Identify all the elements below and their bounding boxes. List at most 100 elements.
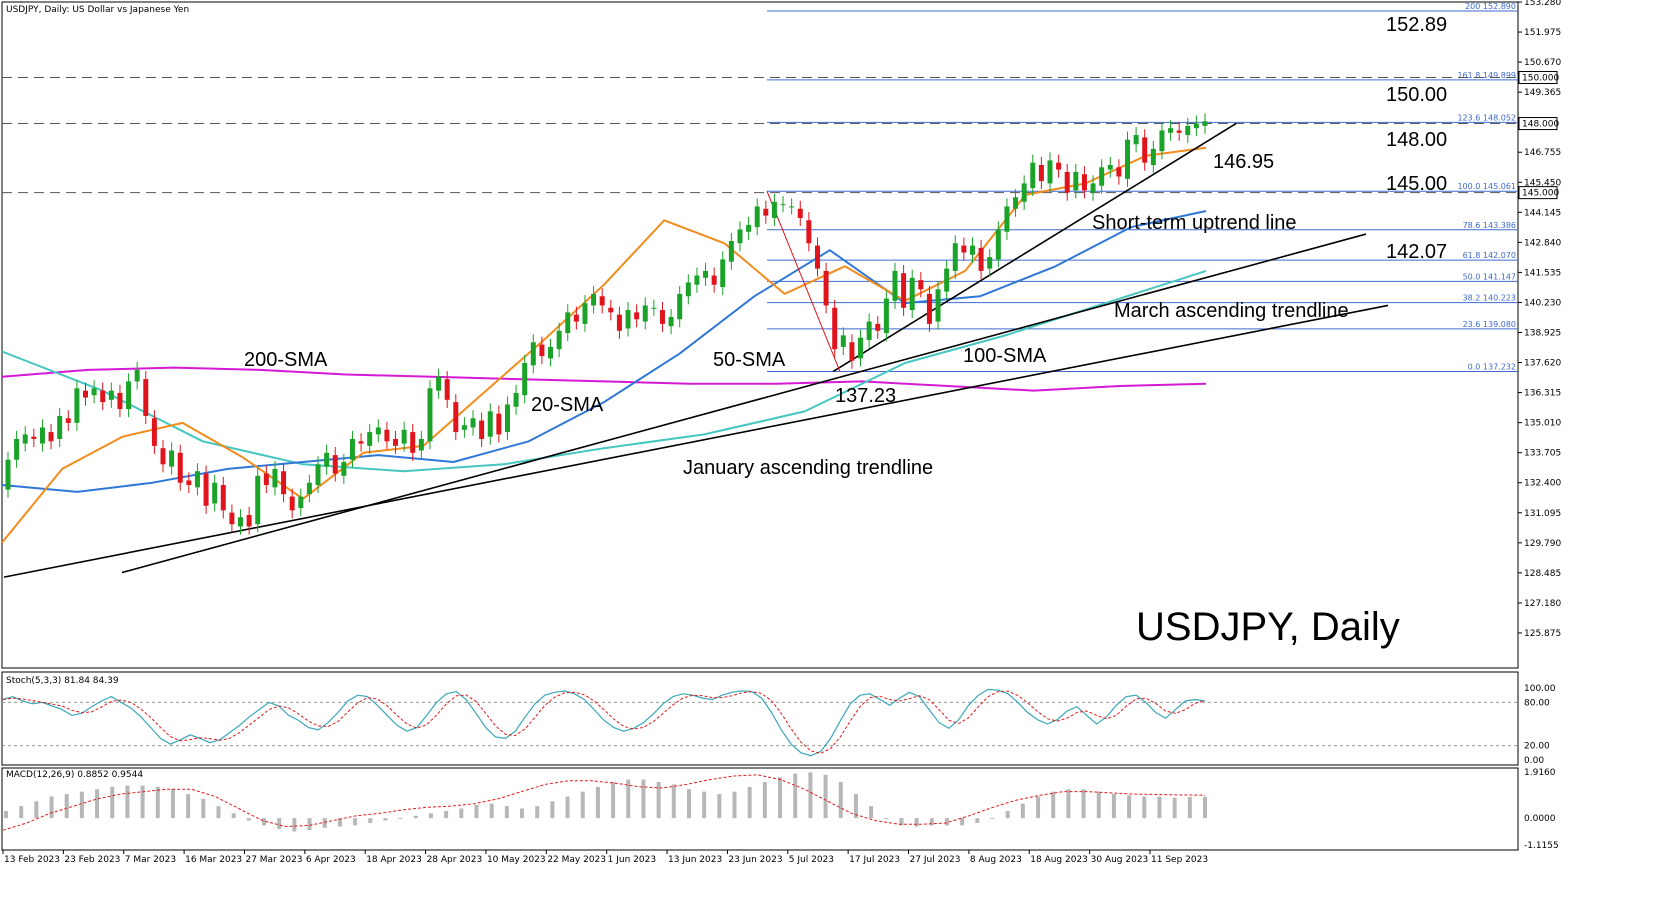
y-tick-label: 131.095: [1524, 509, 1561, 519]
fib-level-label: 161.8 149.899: [1457, 71, 1516, 80]
price-tag-box: [1518, 71, 1558, 85]
bear-candle: [246, 514, 252, 527]
level-label-137-23: 137.23: [835, 385, 896, 407]
macd-bar: [1096, 791, 1101, 819]
bull-candle: [720, 259, 726, 288]
macd-bar: [216, 806, 221, 819]
x-tick-label: 10 May 2023: [487, 855, 546, 865]
level-label-148-00: 148.00: [1386, 129, 1447, 151]
fib-level-label: 23.6 139.080: [1463, 320, 1516, 329]
bull-candle: [470, 418, 476, 428]
stoch-d-line: [2, 690, 1206, 754]
march-trendline: [121, 233, 1367, 574]
bull-candle: [272, 468, 278, 488]
bull-candle: [324, 452, 330, 467]
bear-candle: [1081, 174, 1087, 191]
bull-candle: [1073, 171, 1079, 191]
bull-candle: [74, 388, 80, 423]
bull-candle: [883, 298, 889, 334]
sma-100-line: [1, 269, 1207, 473]
bear-candle: [797, 208, 803, 218]
y-tick-label: 150.670: [1524, 58, 1561, 68]
bull-candle: [565, 312, 571, 334]
x-tick-label: 5 Jul 2023: [789, 855, 834, 865]
bull-candle: [582, 303, 588, 324]
bull-candle: [651, 307, 657, 309]
macd-bar: [504, 806, 509, 819]
bull-candle: [1133, 135, 1139, 145]
macd-bar: [565, 796, 570, 819]
bear-candle: [599, 296, 605, 306]
bull-candle: [866, 321, 872, 340]
macd-bar: [34, 801, 39, 819]
bull-candle: [1030, 162, 1036, 189]
y-tick-label: 151.975: [1524, 28, 1561, 38]
macd-bar: [580, 791, 585, 819]
bear-candle: [31, 436, 37, 439]
macd-bar: [474, 804, 479, 819]
macd-bar: [19, 806, 24, 819]
bull-candle: [625, 310, 631, 329]
bull-candle: [995, 229, 1001, 260]
bear-candle: [289, 496, 295, 511]
macd-bar: [337, 818, 342, 827]
macd-bar: [201, 798, 206, 819]
macd-bar: [1127, 795, 1132, 819]
macd-bar: [823, 774, 828, 819]
bull-candle: [134, 369, 140, 382]
macd-bar: [4, 810, 8, 819]
bear-candle: [1176, 130, 1182, 133]
fib-level-label: 123.6 148.052: [1457, 113, 1516, 122]
bull-candle: [367, 432, 373, 446]
bull-candle: [1013, 197, 1019, 209]
bear-candle: [849, 342, 855, 361]
bull-candle: [1202, 121, 1208, 126]
macd-bar: [671, 784, 676, 819]
macd-bar: [1111, 794, 1116, 819]
macd-bar: [641, 779, 646, 819]
bull-candle: [746, 224, 752, 232]
level-label-152-89: 152.89: [1386, 14, 1447, 36]
bear-candle: [496, 413, 502, 435]
bear-candle: [1116, 167, 1122, 177]
bear-candle: [806, 220, 812, 244]
bull-candle: [892, 270, 898, 301]
fib-level-label: 100.0 145.061: [1457, 182, 1516, 191]
bear-candle: [616, 314, 622, 331]
macd-bar: [459, 808, 464, 819]
bull-candle: [987, 257, 993, 269]
macd-bar: [322, 818, 327, 828]
macd-bar: [413, 815, 418, 819]
macd-bar: [944, 818, 949, 826]
bull-candle: [401, 429, 407, 444]
bull-candle: [461, 425, 467, 430]
bull-candle: [556, 330, 562, 350]
y-tick-label: 125.875: [1524, 629, 1561, 639]
bear-candle: [918, 280, 924, 290]
x-tick-label: 17 Jul 2023: [849, 855, 900, 865]
macd-bar: [79, 791, 84, 819]
macd-bar: [808, 772, 813, 819]
bull-candle: [703, 270, 709, 278]
x-tick-label: 22 May 2023: [547, 855, 606, 865]
bull-candle: [418, 438, 424, 451]
macd-bar: [975, 818, 980, 823]
bull-candle: [436, 376, 442, 391]
bear-candle: [444, 379, 450, 400]
stoch-panel: [1, 671, 1519, 766]
macd-bar: [535, 806, 540, 819]
bull-candle: [522, 363, 528, 396]
x-tick-label: 28 Apr 2023: [427, 855, 483, 865]
bear-candle: [160, 448, 166, 465]
price-tag-box: [1518, 186, 1558, 200]
main-panel: [1, 1, 1519, 669]
macd-bar: [884, 818, 889, 820]
y-tick-label: 144.145: [1524, 208, 1561, 218]
x-tick-label: 16 Mar 2023: [185, 855, 242, 865]
macd-bar: [353, 818, 358, 826]
bear-candle: [479, 420, 485, 439]
january-trendline: [3, 304, 1389, 578]
macd-bar: [929, 818, 934, 826]
bull-candle: [1099, 167, 1105, 186]
